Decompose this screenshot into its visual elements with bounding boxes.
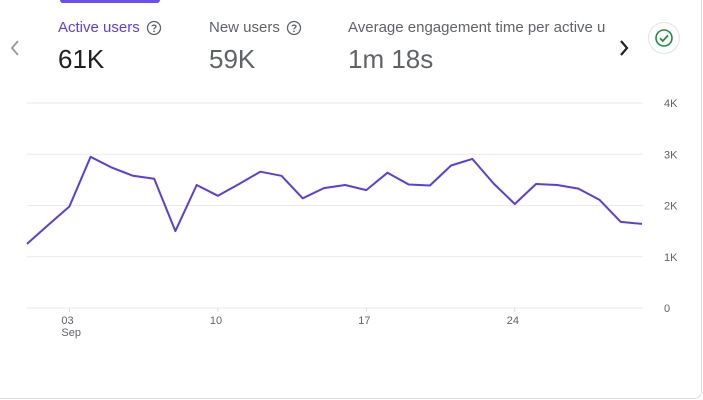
y-tick-label: 4K: [664, 98, 678, 110]
metric-label: Average engagement time per active us: [348, 19, 606, 36]
y-tick-label: 2K: [664, 201, 678, 213]
y-tick-label: 1K: [664, 252, 678, 264]
x-tick-label: 10: [210, 315, 222, 327]
help-circle-icon[interactable]: [286, 20, 302, 36]
next-metrics-button[interactable]: [615, 36, 633, 60]
x-tick-label: 24: [507, 315, 519, 327]
check-circle-icon: [655, 29, 673, 47]
metric-tab-new-users[interactable]: New users 59K: [209, 18, 302, 74]
metric-label: New users: [209, 19, 280, 36]
x-tick-sublabel: Sep: [61, 327, 81, 339]
metric-label: Active users: [58, 19, 140, 36]
insights-status-button[interactable]: [649, 23, 679, 53]
y-tick-label: 3K: [664, 149, 678, 161]
metric-value: 61K: [58, 44, 105, 74]
series-line-active-users: [26, 155, 643, 245]
chevron-left-icon: [10, 40, 19, 56]
previous-metrics-button[interactable]: [6, 36, 24, 60]
active-tab-indicator: [60, 0, 160, 3]
metric-value: 1m 18s: [348, 44, 434, 74]
y-tick-label: 0: [664, 303, 670, 315]
x-tick-label: 17: [358, 315, 370, 327]
metric-tab-active-users[interactable]: Active users 61K: [58, 18, 162, 74]
help-circle-icon[interactable]: [146, 20, 162, 36]
chevron-right-icon: [620, 40, 629, 56]
x-tick-label: 03: [61, 315, 73, 327]
metric-value: 59K: [209, 44, 256, 74]
metric-tab-avg-engagement-time[interactable]: Average engagement time per active us 1m…: [348, 18, 606, 74]
